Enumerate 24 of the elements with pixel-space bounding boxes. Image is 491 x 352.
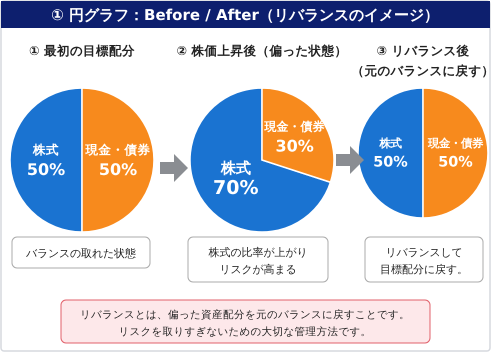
text: （元のバランスに戻す） [352,63,491,78]
value-label: 50% [438,154,473,171]
text: リスクを取りすぎないための大切な管理方法です。 [118,325,372,338]
text: 目標配分に戻す。 [380,263,468,276]
chart-subtitle: ① 最初の目標配分 [29,43,136,58]
text: リバランスとは、偏った資産配分を元のバランスに戻すことです。 [80,308,410,321]
text: リバランスして [386,246,462,259]
slice-label: 株式 [380,137,402,150]
slice-label: 現金・債券 [86,142,150,157]
slice-label: 株式 [220,159,251,178]
slice-label: 現金・債券 [428,137,483,150]
text: リスクが高まる [220,263,296,276]
value-label: 50% [373,154,408,171]
chart-subtitle: ③ リバランス後 [376,43,470,58]
text: バランスの取れた状態 [25,247,136,260]
value-label: 50% [26,160,66,179]
text: ① 円グラフ：Before / After（リバランスのイメージ） [51,6,439,24]
value-label: 70% [213,177,259,200]
value-label: 30% [275,136,314,156]
text: 株式の比率が上がり [208,246,308,259]
slice-label: 現金・債券 [264,119,325,134]
chart-subtitle: ② 株価上昇後（偏った状態） [176,43,348,58]
slice-label: 株式 [33,142,59,157]
value-label: 50% [98,160,138,179]
